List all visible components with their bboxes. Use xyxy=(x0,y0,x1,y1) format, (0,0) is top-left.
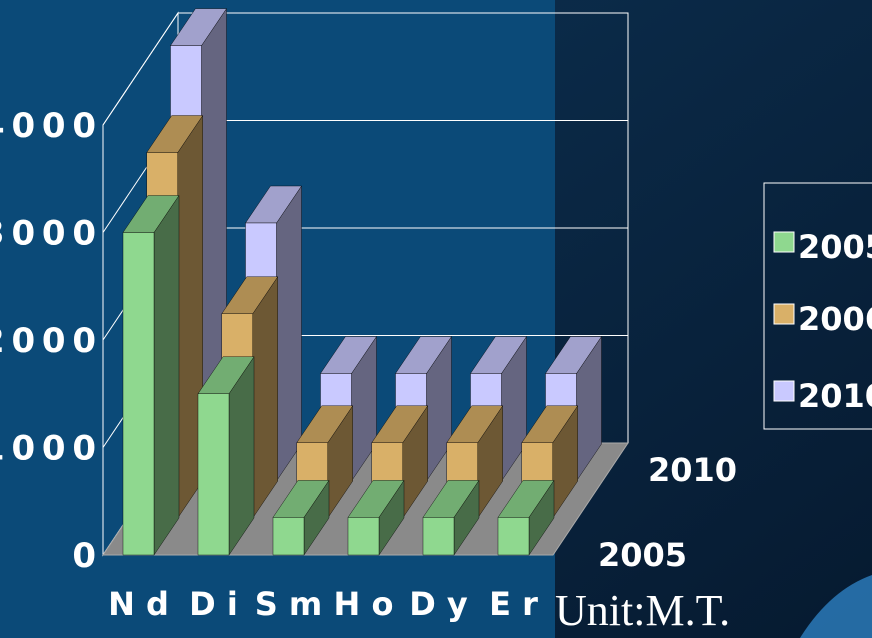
bar-side xyxy=(153,194,180,556)
gridline xyxy=(102,12,628,126)
legend-box xyxy=(763,182,872,430)
x-category-label: N d xyxy=(108,585,169,623)
decorative-swoosh xyxy=(800,575,872,638)
x-category-label: E r xyxy=(489,585,538,623)
x-category-label: D y xyxy=(409,585,468,623)
bar-side xyxy=(252,276,278,519)
legend-label: 2005 xyxy=(798,228,872,266)
bar-front xyxy=(272,517,305,556)
bar-front xyxy=(197,393,230,556)
bar xyxy=(197,356,255,556)
bar xyxy=(122,194,180,556)
chart-bars xyxy=(122,7,602,556)
legend: 2005 2006 2010 xyxy=(763,182,872,430)
bar xyxy=(422,479,480,556)
x-category-label: D i xyxy=(189,585,238,623)
x-category-label: S m xyxy=(255,585,323,623)
y-tick-label: 2 0 0 0 xyxy=(0,321,96,361)
unit-label: Unit:M.T. xyxy=(555,586,730,635)
bar-front xyxy=(497,517,530,556)
legend-swatch-2006 xyxy=(773,303,795,325)
bar xyxy=(347,479,405,556)
bar-front xyxy=(422,517,455,556)
bar xyxy=(272,479,330,556)
legend-label: 2006 xyxy=(798,300,872,338)
y-tick-label: 1 0 0 0 xyxy=(0,429,96,469)
depth-label: 2005 xyxy=(598,536,687,574)
y-axis-ticks: 0 1 0 0 0 2 0 0 0 3 0 0 0 4 0 0 0 xyxy=(0,106,96,576)
y-tick-label: 3 0 0 0 xyxy=(0,214,96,254)
legend-swatch-2005 xyxy=(773,231,795,253)
y-tick-label: 0 xyxy=(72,536,96,576)
legend-swatch-2010 xyxy=(773,380,795,402)
bar xyxy=(497,479,555,556)
legend-label: 2010 xyxy=(798,377,872,415)
bar-front xyxy=(122,232,155,556)
y-tick-label: 4 0 0 0 xyxy=(0,106,96,146)
depth-label: 2010 xyxy=(648,451,737,489)
bar-side xyxy=(276,185,302,482)
x-category-label: H o xyxy=(334,585,394,623)
bar-front xyxy=(347,517,380,556)
